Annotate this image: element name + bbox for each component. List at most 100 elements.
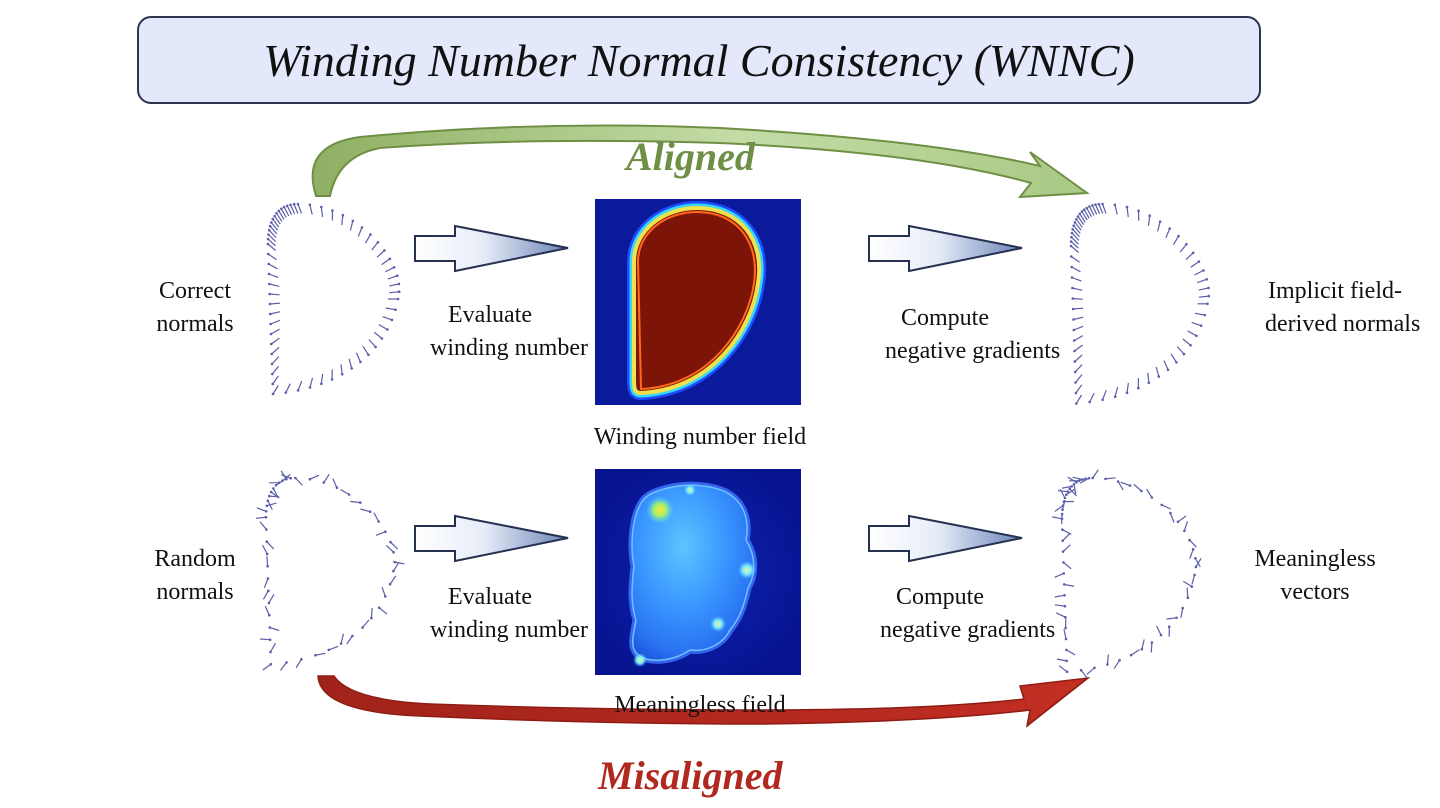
- random-normal-point: [264, 510, 268, 513]
- correct-normal-vector: [267, 253, 277, 261]
- correct-normal-vector: [269, 283, 280, 287]
- derived-normal-vector: [1083, 209, 1090, 219]
- random-normal-point: [384, 595, 387, 598]
- derived-normal-vector: [1102, 390, 1107, 400]
- meaningless-vector-vector: [1092, 469, 1099, 479]
- title-box: Winding Number Normal Consistency (WNNC): [137, 16, 1261, 104]
- meaningless-vector-vector: [1079, 477, 1090, 484]
- correct-normal-point: [308, 386, 312, 389]
- correct-normal-vector: [269, 225, 278, 235]
- meaningless-field-image: [595, 469, 801, 675]
- derived-normal-vector: [1070, 245, 1079, 253]
- meaningless-vector-vector: [1052, 516, 1063, 520]
- meaningless-vector-point: [1194, 557, 1197, 560]
- meaningless-vector-point: [1129, 653, 1133, 657]
- derived-normal-point: [1073, 349, 1076, 353]
- compute-gradients-label-top: Compute negative gradients: [885, 302, 1061, 368]
- random-normal-point: [314, 653, 317, 657]
- meaningless-vector-vector: [1062, 529, 1072, 535]
- evaluate-winding-label-top-line2: winding number: [430, 335, 588, 361]
- meaningless-vector-vector: [1073, 484, 1077, 495]
- random-normal-point: [347, 493, 351, 496]
- random-normal-point: [289, 477, 293, 480]
- meaningless-vector-point: [1065, 648, 1068, 652]
- derived-normal-vector: [1071, 266, 1081, 273]
- compute-gradients-label-top-line2: negative gradients: [885, 338, 1061, 364]
- derived-normal-point: [1182, 352, 1186, 356]
- random-normal-vector: [360, 508, 371, 513]
- random-normal-point: [300, 658, 303, 661]
- random-normal-point: [359, 501, 362, 504]
- correct-normal-point: [350, 367, 354, 370]
- derived-normal-point: [1125, 205, 1129, 209]
- meaningless-vector-point: [1061, 528, 1064, 531]
- derived-normal-vector: [1072, 287, 1083, 291]
- meaningless-vector-point: [1060, 512, 1064, 516]
- derived-normal-point: [1203, 313, 1207, 317]
- derived-normal-point: [1082, 208, 1086, 211]
- correct-normal-vector: [320, 373, 324, 384]
- random-normal-point: [269, 650, 272, 654]
- correct-normal-vector: [340, 364, 343, 375]
- correct-normal-vector: [280, 208, 287, 218]
- derived-normal-point: [1078, 212, 1082, 216]
- meaningless-vector-point: [1062, 583, 1066, 586]
- correct-normal-vector: [362, 345, 369, 356]
- correct-normal-point: [267, 272, 271, 276]
- derived-normal-vector: [1071, 276, 1082, 282]
- random-normal-point: [370, 616, 373, 620]
- derived-normal-vector: [1070, 236, 1080, 245]
- random-normal-point: [268, 638, 272, 641]
- random-normal-vector: [281, 474, 291, 479]
- derived-normal-vector: [1073, 307, 1084, 310]
- derived-normal-point: [1085, 206, 1088, 210]
- derived-normal-point: [1125, 391, 1129, 395]
- derived-normal-vector: [1176, 346, 1185, 355]
- correct-normal-vector: [271, 346, 280, 355]
- derived-normal-point: [1113, 395, 1117, 399]
- correct-normal-point: [268, 224, 272, 228]
- derived-normal-point: [1197, 260, 1201, 263]
- random-normal-point: [268, 494, 271, 498]
- meaningless-vector-point: [1068, 487, 1071, 491]
- random-normal-vector: [350, 500, 361, 504]
- meaningless-vector-point: [1188, 538, 1191, 542]
- meaningless-vector-point: [1093, 666, 1096, 670]
- derived-normal-vector: [1126, 207, 1129, 218]
- correct-normal-vector: [385, 266, 395, 273]
- meaningless-vector-point: [1183, 529, 1186, 533]
- random-normal-point: [294, 476, 297, 480]
- derived-normal-point: [1070, 255, 1073, 258]
- derived-normal-vector: [1074, 222, 1082, 231]
- derived-normal-point: [1070, 231, 1074, 235]
- correct-normal-vector: [271, 365, 280, 375]
- meaningless-vector-vector: [1106, 654, 1109, 665]
- correct-normal-vector: [270, 222, 279, 231]
- meaningless-vector-point: [1062, 572, 1066, 575]
- correct-normal-point: [376, 241, 380, 244]
- misaligned-status-label: Misaligned: [598, 753, 783, 798]
- random-normal-point: [265, 552, 269, 556]
- correct-normal-vector: [271, 356, 280, 365]
- correct-normal-point: [380, 337, 384, 340]
- aligned-arrow: [311, 124, 1090, 199]
- correct-normal-point: [270, 342, 273, 346]
- random-normals-label-line2: normals: [156, 579, 234, 605]
- meaningless-vector-point: [1150, 641, 1154, 644]
- correct-normal-point: [397, 282, 401, 286]
- derived-normal-vector: [1086, 207, 1093, 217]
- meaningless-vector-vector: [1069, 488, 1078, 497]
- derived-normal-point: [1072, 328, 1076, 332]
- random-normal-point: [377, 606, 381, 609]
- correct-normal-point: [275, 212, 278, 215]
- meaningless-vector-vector: [1130, 649, 1140, 656]
- derived-normal-vector: [1194, 312, 1205, 316]
- random-normal-vector: [280, 470, 287, 480]
- random-normal-vector: [256, 516, 267, 519]
- random-normal-vector: [262, 590, 269, 600]
- correct-normal-point: [282, 205, 286, 209]
- correct-normal-vector: [272, 375, 279, 385]
- correct-normal-point: [273, 214, 276, 218]
- meaningless-vector-vector: [1067, 476, 1077, 483]
- correct-normals-label: Correct normals: [140, 275, 250, 341]
